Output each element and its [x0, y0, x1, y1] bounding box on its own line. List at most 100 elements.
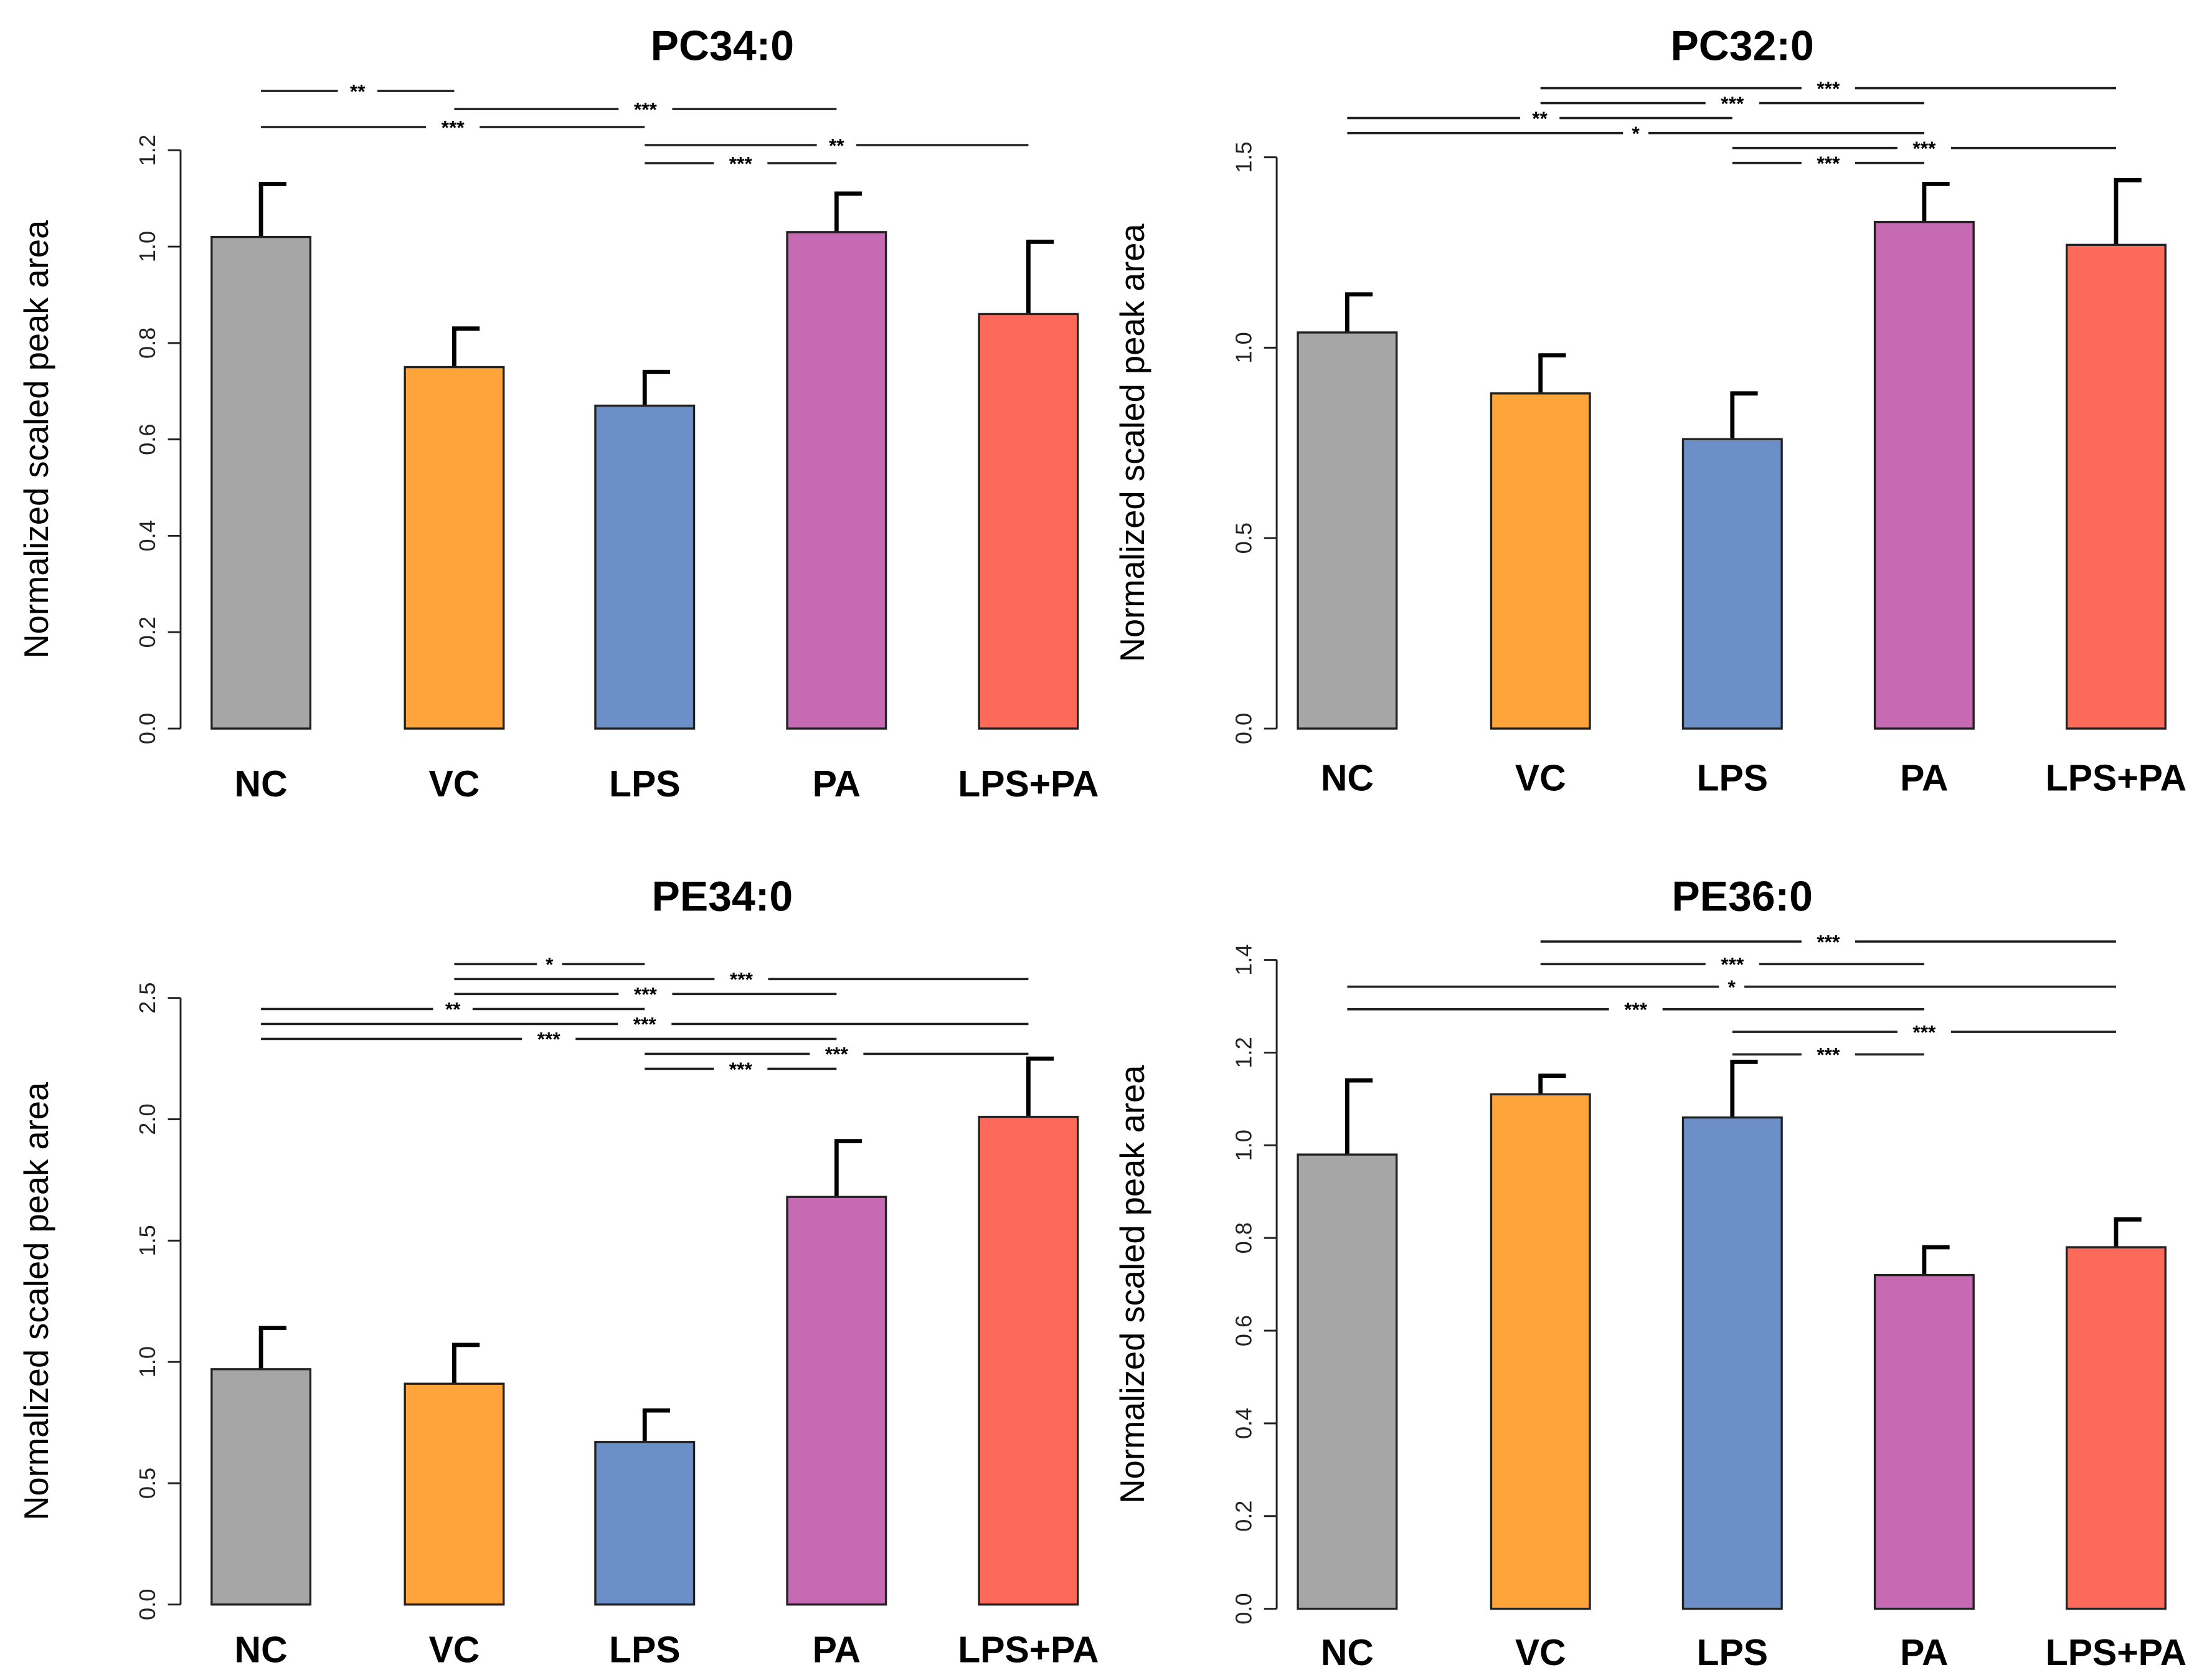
- chart-panel-PC32-0: PC32:0 Normalized scaled peak area 0.0 0.5 1…: [1113, 22, 2186, 798]
- y-tick-label: 0.0: [1231, 713, 1256, 744]
- y-tick-label: 0.2: [1231, 1501, 1256, 1532]
- bar-NC: [210, 1368, 312, 1606]
- chart-panel-PE34-0: PE34:0 Normalized scaled peak area 0.0 0.5 1…: [17, 872, 1099, 1670]
- x-category-label: NC: [1321, 1633, 1374, 1673]
- y-tick-label: 1.0: [135, 231, 160, 262]
- y-tick-label: 0.5: [1231, 522, 1256, 554]
- y-tick-label: 0.6: [1231, 1315, 1256, 1346]
- bar-PA: [786, 231, 887, 730]
- x-category-label: VC: [1515, 758, 1566, 799]
- significance-label: ***: [1912, 137, 1936, 159]
- significance-label: *: [1632, 122, 1640, 144]
- y-tick-label: 0.5: [135, 1468, 160, 1499]
- x-category-label: NC: [235, 764, 288, 805]
- significance-label: ***: [825, 1043, 849, 1065]
- chart-title: PC34:0: [651, 22, 794, 69]
- significance-label: **: [445, 998, 461, 1021]
- y-axis-label: Normalized scaled peak area: [17, 220, 55, 659]
- x-category-label: PA: [1900, 758, 1948, 799]
- bar-LPS: [594, 1441, 696, 1606]
- y-tick-label: 0.2: [135, 616, 160, 648]
- bar-LPS+PA: [978, 1115, 1079, 1606]
- significance-label: ***: [537, 1028, 561, 1050]
- y-tick-label: 1.5: [135, 1225, 160, 1256]
- y-tick-label: 2.0: [135, 1103, 160, 1135]
- chart-title: PE34:0: [652, 872, 793, 920]
- bar-LPS: [594, 404, 696, 730]
- significance-label: **: [1532, 107, 1548, 130]
- y-tick-label: 2.5: [135, 983, 160, 1014]
- significance-label: ***: [1721, 92, 1744, 115]
- bar-VC: [1490, 1093, 1591, 1610]
- significance-label: ***: [633, 1013, 657, 1036]
- significance-label: ***: [442, 116, 465, 138]
- significance-label: ***: [1624, 998, 1648, 1021]
- y-tick-label: 1.0: [1231, 332, 1256, 363]
- y-tick-label: 0.0: [1231, 1593, 1256, 1624]
- chart-panel-PE36-0: PE36:0 Normalized scaled peak area 0.0 0.2 0…: [1113, 872, 2186, 1673]
- chart-title: PE36:0: [1671, 872, 1813, 920]
- x-category-label: NC: [1321, 758, 1374, 799]
- y-tick-label: 0.4: [1231, 1408, 1256, 1439]
- bar-LPS+PA: [2065, 243, 2167, 730]
- y-tick-label: 1.2: [135, 134, 160, 166]
- bar-PA: [786, 1196, 887, 1606]
- y-tick-label: 0.6: [135, 423, 160, 455]
- significance-label: *: [546, 953, 554, 976]
- significance-label: ***: [1721, 953, 1744, 976]
- y-tick-label: 1.4: [1231, 944, 1256, 975]
- chart-panel-PC34-0: PC34:0 Normalized scaled peak area 0.0 0.2 0…: [17, 22, 1099, 804]
- bar-VC: [404, 366, 505, 730]
- y-tick-label: 0.0: [135, 1589, 160, 1620]
- bar-PA: [1873, 220, 1975, 730]
- y-tick-label: 0.4: [135, 520, 160, 551]
- y-tick-label: 1.0: [1231, 1130, 1256, 1161]
- x-category-label: LPS: [609, 1630, 681, 1671]
- bar-LPS+PA: [2065, 1246, 2167, 1610]
- significance-label: **: [350, 80, 366, 102]
- x-category-label: LPS+PA: [2046, 1633, 2186, 1673]
- y-axis-label: Normalized scaled peak area: [17, 1082, 55, 1521]
- y-tick-label: 0.8: [1231, 1222, 1256, 1253]
- significance-label: ***: [1912, 1021, 1936, 1043]
- bar-LPS: [1681, 438, 1783, 730]
- bar-NC: [1297, 1153, 1398, 1610]
- y-tick-label: 1.5: [1231, 141, 1256, 172]
- y-axis-label: Normalized scaled peak area: [1113, 1065, 1151, 1504]
- significance-label: ***: [1817, 152, 1840, 174]
- x-category-label: PA: [813, 1630, 861, 1671]
- significance-label: ***: [1817, 77, 1840, 100]
- significance-label: ***: [634, 98, 658, 120]
- significance-label: **: [829, 134, 844, 156]
- x-category-label: PA: [1900, 1633, 1948, 1673]
- y-axis-label: Normalized scaled peak area: [1113, 224, 1151, 663]
- x-category-label: VC: [429, 1630, 480, 1671]
- bar-NC: [1297, 331, 1398, 730]
- x-category-label: VC: [1515, 1633, 1566, 1673]
- significance-label: ***: [1817, 930, 1840, 953]
- x-category-label: LPS: [609, 764, 681, 805]
- x-category-label: PA: [813, 764, 861, 805]
- x-category-label: LPS: [1697, 758, 1769, 799]
- chart-title: PC32:0: [1670, 22, 1813, 69]
- bar-PA: [1873, 1273, 1975, 1610]
- y-tick-label: 0.0: [135, 713, 160, 744]
- y-tick-label: 0.8: [135, 328, 160, 359]
- significance-label: ***: [1817, 1044, 1840, 1066]
- x-category-label: LPS+PA: [2046, 758, 2186, 799]
- significance-label: ***: [729, 152, 753, 174]
- bar-LPS: [1681, 1116, 1783, 1610]
- y-tick-label: 1.0: [135, 1346, 160, 1377]
- bar-VC: [404, 1382, 505, 1606]
- bar-NC: [210, 235, 312, 730]
- y-tick-label: 1.2: [1231, 1037, 1256, 1068]
- x-category-label: LPS+PA: [958, 764, 1099, 805]
- x-category-label: VC: [429, 764, 480, 805]
- significance-label: ***: [730, 968, 754, 991]
- bar-LPS+PA: [978, 313, 1079, 730]
- x-category-label: LPS+PA: [958, 1630, 1099, 1671]
- x-category-label: NC: [235, 1630, 288, 1671]
- significance-label: ***: [634, 983, 658, 1006]
- bar-VC: [1490, 392, 1591, 730]
